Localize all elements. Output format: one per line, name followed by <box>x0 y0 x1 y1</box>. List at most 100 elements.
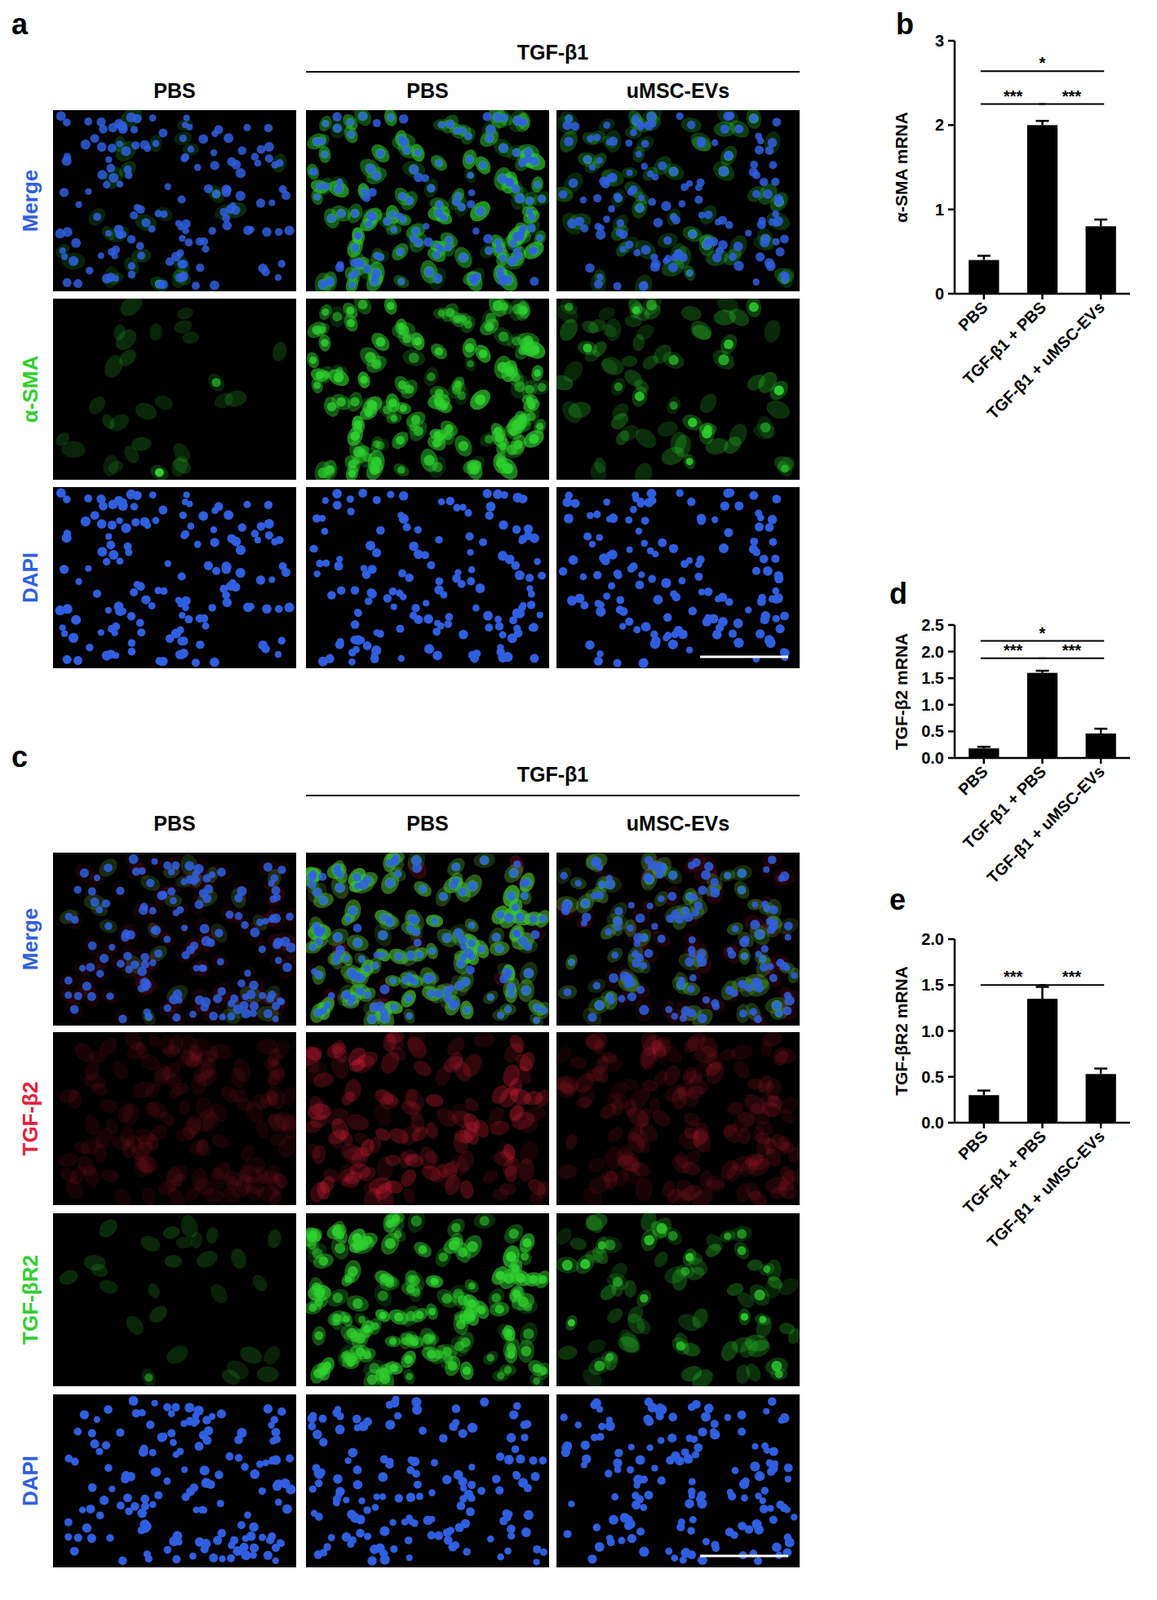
micrograph <box>305 487 550 669</box>
nucleus <box>468 189 476 197</box>
nucleus <box>70 615 81 626</box>
cell-signal <box>608 399 632 423</box>
nucleus <box>422 222 430 230</box>
nucleus <box>593 571 602 580</box>
nucleus <box>148 602 156 610</box>
cell-signal <box>115 157 140 181</box>
nucleus <box>171 861 180 870</box>
cell-signal <box>463 268 486 292</box>
nucleus <box>268 199 275 207</box>
cell-signal <box>329 305 346 328</box>
cell-signal <box>744 110 763 130</box>
cell-signal <box>637 110 665 131</box>
nucleus <box>507 256 518 266</box>
nucleus <box>172 1013 181 1022</box>
nucleus <box>198 964 206 972</box>
nucleus <box>277 260 285 268</box>
cell-signal <box>753 413 777 441</box>
nucleus <box>388 210 397 219</box>
nucleus <box>518 160 525 168</box>
nucleus <box>398 655 405 662</box>
nucleus <box>237 146 246 155</box>
cell-signal <box>687 316 716 344</box>
nucleus <box>757 137 765 145</box>
nucleus <box>478 161 488 170</box>
nucleus <box>454 192 462 200</box>
nucleus <box>55 228 66 239</box>
cell-signal <box>596 115 617 134</box>
nucleus <box>650 253 658 262</box>
nucleus <box>159 891 168 900</box>
cell-signal <box>687 128 716 156</box>
nucleus <box>696 516 705 525</box>
nucleus <box>270 160 279 169</box>
nucleus <box>694 572 703 581</box>
nucleus <box>336 638 344 646</box>
nucleus <box>251 529 260 538</box>
nucleus <box>594 279 603 289</box>
cell-signal <box>631 424 661 453</box>
nucleus <box>398 192 407 201</box>
nucleus <box>558 190 568 200</box>
group-line <box>305 794 800 797</box>
cell-signal-bright <box>434 199 444 209</box>
nucleus <box>432 274 443 284</box>
nucleus <box>413 238 423 248</box>
nucleus <box>749 537 759 546</box>
nucleus <box>445 119 455 129</box>
cell-signal <box>418 447 440 475</box>
nucleus <box>258 992 266 1000</box>
nucleus <box>434 536 443 544</box>
nucleus <box>208 226 216 235</box>
nucleus <box>774 194 784 204</box>
nucleus <box>514 193 525 204</box>
nucleus <box>647 547 655 555</box>
nucleus <box>499 254 507 262</box>
nucleus <box>640 540 648 548</box>
cell-signal-bright <box>155 468 165 478</box>
cell-signal <box>146 921 163 940</box>
nucleus <box>96 494 106 504</box>
nucleus <box>265 531 274 540</box>
cell-signal <box>400 347 427 369</box>
nucleus <box>363 264 373 274</box>
cell-signal <box>520 396 542 416</box>
nucleus <box>113 224 124 235</box>
nucleus <box>702 616 712 626</box>
nucleus <box>124 542 133 551</box>
cell-signal-bright <box>375 148 386 159</box>
cell-signal <box>762 318 783 344</box>
cell-signal-bright <box>484 133 495 144</box>
nucleus <box>209 537 219 547</box>
nucleus <box>108 944 116 951</box>
nucleus <box>322 182 330 191</box>
nucleus <box>264 141 275 152</box>
nucleus <box>277 865 286 874</box>
cell-signal-bright <box>718 354 729 365</box>
nucleus <box>580 224 589 233</box>
nucleus <box>116 959 125 968</box>
nucleus <box>111 622 120 631</box>
cell-signal <box>604 318 622 342</box>
nucleus <box>350 258 360 268</box>
micrograph <box>53 487 297 669</box>
nucleus <box>580 573 587 581</box>
nucleus <box>675 112 683 120</box>
cell-signal <box>132 399 160 423</box>
nucleus <box>518 603 526 612</box>
nucleus <box>62 495 71 504</box>
nucleus <box>230 536 241 547</box>
nucleus <box>203 184 213 194</box>
nucleus <box>194 164 202 172</box>
nucleus <box>258 945 266 954</box>
nucleus <box>434 243 441 250</box>
cell-signal <box>408 330 427 352</box>
nucleus <box>264 500 274 510</box>
cell-signal <box>99 223 118 244</box>
cell-signal <box>390 272 412 292</box>
cell-signal <box>321 459 339 480</box>
nucleus <box>336 208 346 218</box>
nucleus <box>64 976 73 985</box>
nucleus <box>434 200 444 209</box>
cell-signal <box>130 248 152 264</box>
